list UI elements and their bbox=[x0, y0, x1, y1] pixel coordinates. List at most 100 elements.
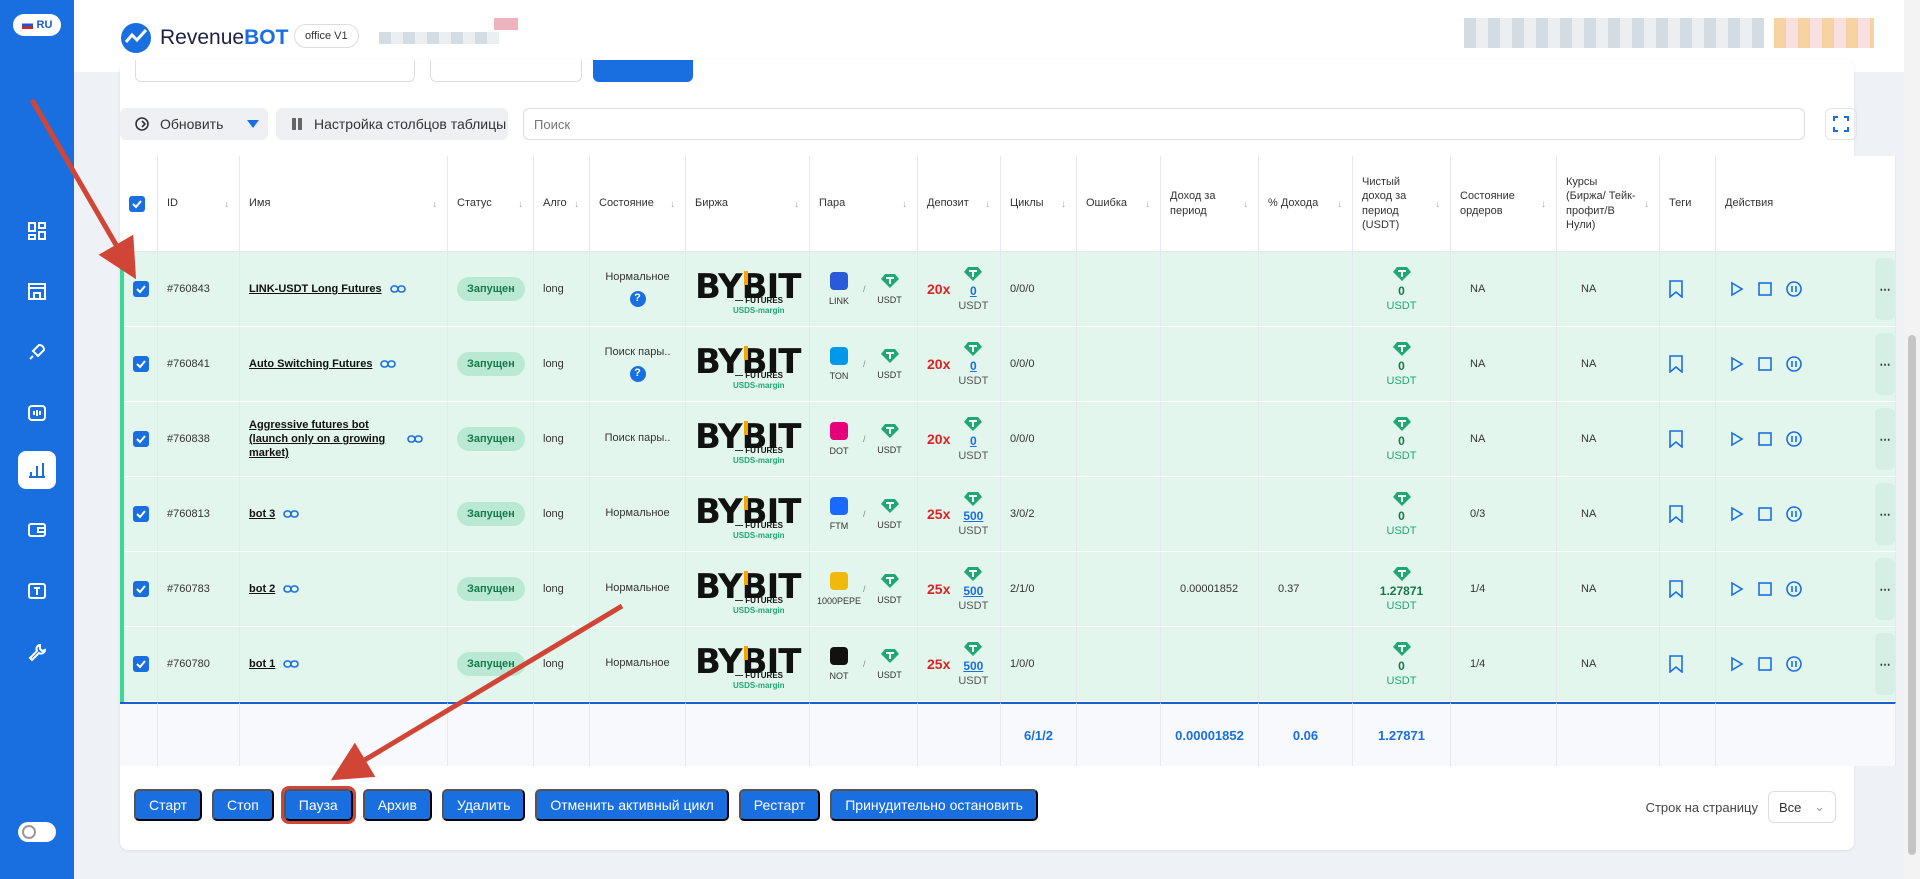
stop-icon[interactable] bbox=[1758, 282, 1772, 296]
bot-name-link[interactable]: bot 3 bbox=[249, 507, 300, 521]
row-checkbox[interactable] bbox=[133, 581, 149, 597]
link-icon[interactable] bbox=[283, 584, 300, 594]
column-header[interactable]: Курсы (Биржа/ Тейк-профит/В Нули) ↓ bbox=[1557, 156, 1660, 252]
select-all-checkbox[interactable] bbox=[129, 195, 145, 212]
row-checkbox[interactable] bbox=[133, 431, 149, 447]
column-header[interactable]: Биржа ↓ bbox=[686, 156, 810, 252]
force-stop-button[interactable]: Принудительно остановить bbox=[830, 789, 1038, 821]
pause-icon[interactable] bbox=[1786, 656, 1802, 672]
deposit-link[interactable]: 500 bbox=[963, 584, 984, 598]
sort-icon[interactable]: ↓ bbox=[1644, 198, 1649, 210]
column-header[interactable]: Имя ↓ bbox=[240, 156, 448, 252]
deposit-link[interactable]: 0 bbox=[969, 434, 977, 448]
sort-icon[interactable]: ↓ bbox=[432, 198, 437, 210]
column-header[interactable]: Действия bbox=[1716, 156, 1896, 252]
stop-icon[interactable] bbox=[1758, 507, 1772, 521]
sort-icon[interactable]: ↓ bbox=[1541, 198, 1546, 210]
filter-field[interactable] bbox=[135, 60, 415, 82]
filter-button[interactable] bbox=[593, 60, 693, 82]
link-icon[interactable] bbox=[283, 659, 300, 669]
deposit-link[interactable]: 0 bbox=[969, 284, 977, 298]
chevron-down-icon[interactable] bbox=[247, 120, 260, 128]
cancel-cycle-button[interactable]: Отменить активный цикл bbox=[535, 789, 729, 821]
sort-icon[interactable]: ↓ bbox=[670, 198, 675, 210]
refresh-button[interactable]: Обновить bbox=[120, 108, 268, 140]
column-header[interactable]: Пара ↓ bbox=[810, 156, 918, 252]
play-icon[interactable] bbox=[1730, 431, 1744, 447]
stop-icon[interactable] bbox=[1758, 432, 1772, 446]
bookmark-icon[interactable] bbox=[1669, 355, 1683, 373]
column-header[interactable]: Алго ↓ bbox=[534, 156, 590, 252]
deposit-link[interactable]: 500 bbox=[963, 659, 984, 673]
rows-per-page-select[interactable]: Все ⌄ bbox=[1768, 791, 1836, 823]
column-header[interactable]: Циклы ↓ bbox=[1001, 156, 1077, 252]
sort-icon[interactable]: ↓ bbox=[902, 198, 907, 210]
sort-icon[interactable]: ↓ bbox=[1061, 198, 1066, 210]
filter-field[interactable] bbox=[430, 60, 582, 82]
play-icon[interactable] bbox=[1730, 356, 1744, 372]
play-icon[interactable] bbox=[1730, 656, 1744, 672]
bookmark-icon[interactable] bbox=[1669, 580, 1683, 598]
more-options-icon[interactable]: ⋯ bbox=[1875, 633, 1895, 695]
row-checkbox[interactable] bbox=[133, 506, 149, 522]
pause-icon[interactable] bbox=[1786, 581, 1802, 597]
bot-name-link[interactable]: LINK-USDT Long Futures bbox=[249, 282, 406, 296]
column-settings-button[interactable]: Настройка столбцов таблицы bbox=[276, 108, 508, 140]
play-icon[interactable] bbox=[1730, 281, 1744, 297]
more-options-icon[interactable]: ⋯ bbox=[1875, 558, 1895, 620]
wallet-nav[interactable] bbox=[18, 511, 56, 549]
table-row[interactable]: #760843 LINK-USDT Long Futures Запущен long… bbox=[120, 252, 1896, 327]
pause-icon[interactable] bbox=[1786, 281, 1802, 297]
stop-icon[interactable] bbox=[1758, 357, 1772, 371]
bookmark-icon[interactable] bbox=[1669, 280, 1683, 298]
sort-icon[interactable]: ↓ bbox=[1145, 198, 1150, 210]
store-nav[interactable] bbox=[18, 272, 56, 310]
sort-icon[interactable]: ↓ bbox=[1243, 198, 1248, 210]
pause-icon[interactable] bbox=[1786, 356, 1802, 372]
column-header[interactable]: Депозит ↓ bbox=[918, 156, 1001, 252]
column-header[interactable]: Статус ↓ bbox=[448, 156, 534, 252]
table-row[interactable]: #760783 bot 2 Запущен long Нормальное BYBIT — … bbox=[120, 552, 1896, 627]
bookmark-icon[interactable] bbox=[1669, 505, 1683, 523]
info-nav[interactable] bbox=[18, 572, 56, 610]
column-header[interactable]: Состояние ордеров ↓ bbox=[1451, 156, 1557, 252]
more-options-icon[interactable]: ⋯ bbox=[1875, 408, 1895, 470]
column-header[interactable]: Чистый доход за период (USDT) ↓ bbox=[1353, 156, 1451, 252]
play-icon[interactable] bbox=[1730, 581, 1744, 597]
rocket-nav[interactable] bbox=[18, 333, 56, 371]
link-icon[interactable] bbox=[407, 434, 423, 444]
pause-icon[interactable] bbox=[1786, 431, 1802, 447]
column-header[interactable]: % Дохода ↓ bbox=[1259, 156, 1353, 252]
tools-nav[interactable] bbox=[18, 633, 56, 671]
table-row[interactable]: #760780 bot 1 Запущен long Нормальное BYBIT — … bbox=[120, 627, 1896, 702]
column-header[interactable]: Состояние ↓ bbox=[590, 156, 686, 252]
column-header[interactable]: Ошибка ↓ bbox=[1077, 156, 1161, 252]
start-button[interactable]: Старт bbox=[134, 789, 203, 821]
bookmark-icon[interactable] bbox=[1669, 430, 1683, 448]
dashboard-nav[interactable] bbox=[18, 212, 56, 250]
link-icon[interactable] bbox=[389, 284, 406, 294]
bot-name-link[interactable]: bot 1 bbox=[249, 657, 300, 671]
bot-name-link[interactable]: bot 2 bbox=[249, 582, 300, 596]
link-icon[interactable] bbox=[380, 359, 397, 369]
office-badge[interactable]: office V1 bbox=[294, 24, 359, 48]
more-options-icon[interactable]: ⋯ bbox=[1875, 333, 1895, 395]
bots-nav[interactable] bbox=[18, 451, 56, 489]
pause-button[interactable]: Пауза bbox=[280, 786, 356, 824]
bookmark-icon[interactable] bbox=[1669, 655, 1683, 673]
table-row[interactable]: #760838 Aggressive futures bot (launch on… bbox=[120, 402, 1896, 477]
sort-icon[interactable]: ↓ bbox=[985, 198, 990, 210]
archive-button[interactable]: Архив bbox=[362, 789, 432, 821]
delete-button[interactable]: Удалить bbox=[441, 789, 526, 821]
help-icon[interactable]: ? bbox=[629, 365, 646, 382]
sort-icon[interactable]: ↓ bbox=[574, 198, 579, 210]
stop-button[interactable]: Стоп bbox=[212, 789, 274, 821]
link-icon[interactable] bbox=[283, 509, 300, 519]
column-header[interactable]: Доход за период ↓ bbox=[1161, 156, 1259, 252]
column-header[interactable]: ID ↓ bbox=[158, 156, 240, 252]
theme-toggle[interactable] bbox=[18, 822, 56, 842]
more-options-icon[interactable]: ⋯ bbox=[1875, 258, 1895, 320]
row-checkbox[interactable] bbox=[133, 656, 149, 672]
language-switch[interactable]: RU bbox=[13, 14, 61, 36]
help-icon[interactable]: ? bbox=[629, 290, 646, 307]
